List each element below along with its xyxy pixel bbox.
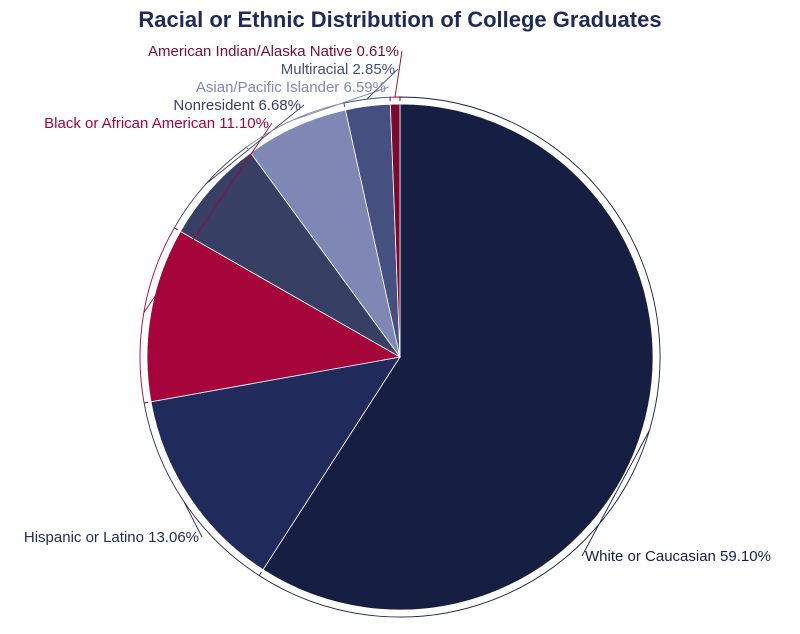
slice-label-4: Nonresident 6.68% [173,97,301,114]
leader-line-2 [143,401,262,577]
pie-slices [146,103,654,611]
chart-title: Racial or Ethnic Distribution of College… [138,7,661,32]
leader-line-3 [139,122,273,404]
pie-slice-1 [262,103,654,611]
slice-label-2: Hispanic or Latino 13.06% [24,529,199,546]
pie-slice-3 [146,230,402,403]
slice-label-3: Black or African American 11.10% [44,115,269,132]
leader-line-7 [389,50,403,102]
pie-slice-4 [179,152,401,358]
pie-slice-2 [150,356,401,571]
label-leaders [139,50,661,618]
pie-slice-7 [389,103,401,358]
slice-label-7: American Indian/Alaska Native 0.61% [148,43,399,60]
leader-line-5 [245,86,390,151]
slice-labels: White or Caucasian 59.10% Hispanic or Lat… [24,43,771,565]
slice-label-6: Multiracial 2.85% [281,61,395,78]
slice-label-5: Asian/Pacific Islander 6.59% [196,79,386,96]
leader-line-4 [173,104,305,231]
leader-line-1 [258,96,661,618]
slice-label-1: White or Caucasian 59.10% [585,548,771,565]
